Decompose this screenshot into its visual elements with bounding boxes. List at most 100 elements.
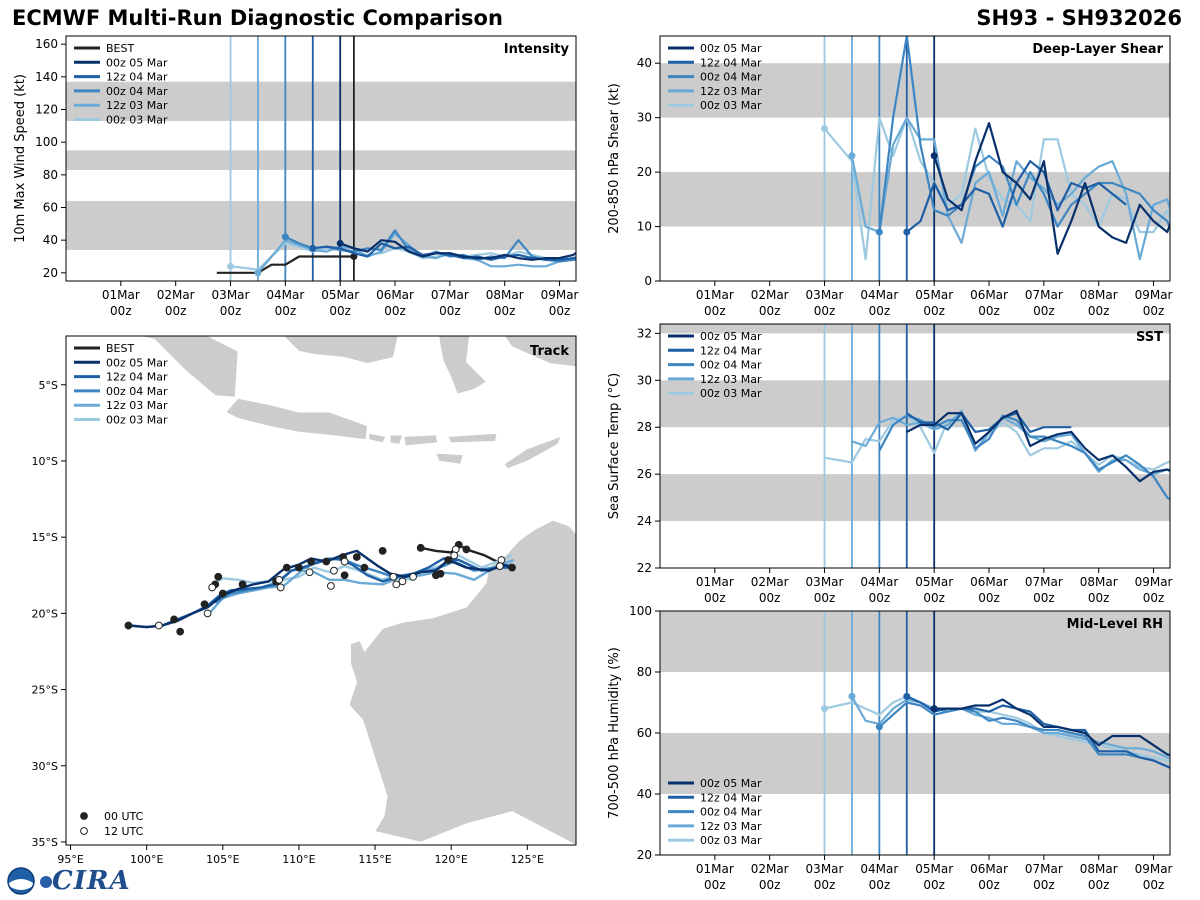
legend-label-00z-03-mar: 00z 03 Mar: [700, 99, 762, 112]
track-xtick-label-115: 115°E: [358, 853, 391, 866]
track-point-31: [389, 572, 398, 581]
intensity-xtick-sublabel-4: 00z: [275, 304, 297, 318]
intensity-ytick-label-120: 120: [35, 103, 58, 117]
rh-ytick-label-40: 40: [637, 787, 652, 801]
shear-xtick-label-7: 07Mar: [1025, 288, 1063, 302]
sst-ytick-label-22: 22: [637, 561, 652, 575]
track-point-10: [340, 571, 349, 580]
shear-xtick-sublabel-4: 00z: [869, 304, 891, 318]
rh-xtick-sublabel-7: 00z: [1033, 878, 1055, 892]
sst-band-2: [660, 324, 1170, 334]
track-title: Track: [530, 344, 569, 359]
shear-title: Deep-Layer Shear: [1032, 42, 1163, 57]
track-ytick-label--35: 35°S: [32, 836, 58, 849]
cira-logo: CIRA: [6, 866, 131, 896]
legend-label-00z-04-mar: 00z 04 Mar: [106, 85, 168, 98]
track-point-35: [326, 582, 335, 590]
shear-ytick-label-40: 40: [637, 56, 652, 70]
intensity-ytick-label-140: 140: [35, 70, 58, 84]
track-xtick-label-125: 125°E: [511, 853, 544, 866]
track-ytick-label--10: 10°S: [32, 455, 58, 468]
rh-xtick-label-1: 01Mar: [696, 862, 734, 876]
sumba-landmass: [435, 452, 464, 465]
track-ytick-label--30: 30°S: [32, 760, 58, 773]
shear-ytick-label-30: 30: [637, 111, 652, 125]
legend-label-00z-04-mar: 00z 04 Mar: [700, 71, 762, 84]
sst-xtick-sublabel-9: 00z: [1143, 591, 1165, 605]
sst-band-0: [660, 474, 1170, 522]
track-xtick-label-120: 120°E: [434, 853, 467, 866]
rh-marker-00z-05-mar: [930, 705, 938, 713]
shear-xtick-sublabel-7: 00z: [1033, 304, 1055, 318]
track-series-best: [420, 543, 513, 569]
storm-id-title: SH93 - SH932026: [976, 6, 1182, 30]
rh-xtick-sublabel-9: 00z: [1143, 878, 1165, 892]
shear-marker-00z-05-mar: [930, 152, 938, 160]
legend-label-12z-04-mar: 12z 04 Mar: [700, 791, 762, 804]
rh-ytick-label-20: 20: [637, 848, 652, 862]
sst-ytick-label-28: 28: [637, 420, 652, 434]
track-point-38: [275, 575, 284, 584]
track-point-17: [238, 580, 247, 589]
rh-series-00z-05-mar: [934, 698, 1170, 757]
track-marker-legend-1: [80, 827, 88, 835]
shear-xtick-label-4: 04Mar: [860, 288, 898, 302]
intensity-ytick-label-160: 160: [35, 37, 58, 51]
rh-xtick-sublabel-8: 00z: [1088, 878, 1110, 892]
track-point-15: [282, 563, 291, 572]
shear-ytick-label-0: 0: [644, 274, 652, 288]
sst-series-00z-04-mar: [878, 414, 1170, 501]
intensity-ytick-label-40: 40: [43, 233, 58, 247]
shear-xtick-sublabel-5: 00z: [923, 304, 945, 318]
java-landmass: [225, 398, 368, 440]
track-point-28: [495, 562, 504, 571]
intensity-marker-00z-03-mar: [227, 262, 235, 270]
sumatra-landmass: [66, 336, 239, 398]
intensity-series-00z-05-mar: [339, 239, 576, 261]
shear-xtick-sublabel-3: 00z: [814, 304, 836, 318]
shear-ytick-label-10: 10: [637, 220, 652, 234]
intensity-marker-12z-03-mar: [254, 269, 262, 277]
track-ytick-label--20: 20°S: [32, 607, 58, 620]
track-ytick-label--25: 25°S: [32, 684, 58, 697]
shear-xtick-label-3: 03Mar: [806, 288, 844, 302]
sulawesi-landmass: [438, 336, 487, 395]
sst-series-12z-03-mar: [851, 409, 1170, 476]
sst-xtick-label-4: 04Mar: [860, 575, 898, 589]
shear-xtick-label-9: 09Mar: [1135, 288, 1173, 302]
intensity-xtick-sublabel-8: 00z: [494, 304, 516, 318]
intensity-xtick-label-2: 02Mar: [157, 288, 195, 302]
rh-marker-00z-04-mar: [875, 723, 883, 731]
legend-label-12z-03-mar: 12z 03 Mar: [106, 99, 168, 112]
intensity-frame: [65, 35, 577, 282]
rh-xtick-sublabel-1: 00z: [704, 878, 726, 892]
shear-xtick-label-2: 02Mar: [751, 288, 789, 302]
sst-xtick-sublabel-6: 00z: [978, 591, 1000, 605]
rh-xtick-sublabel-4: 00z: [869, 878, 891, 892]
sst-xtick-sublabel-5: 00z: [923, 591, 945, 605]
rh-xtick-label-9: 09Mar: [1135, 862, 1173, 876]
bali-landmass: [368, 433, 387, 444]
intensity-ytick-label-20: 20: [43, 266, 58, 280]
rh-xtick-label-5: 05Mar: [915, 862, 953, 876]
track-point-34: [330, 566, 338, 575]
track-point-7: [378, 546, 387, 555]
legend-label-12z-04-mar: 12z 04 Mar: [106, 371, 168, 384]
track-frame: [65, 335, 577, 846]
track-xtick-label-95: 95°E: [57, 853, 83, 866]
sst-xtick-label-7: 07Mar: [1025, 575, 1063, 589]
sst-xtick-label-1: 01Mar: [696, 575, 734, 589]
intensity-band-2: [66, 81, 576, 121]
sst-xtick-sublabel-4: 00z: [869, 591, 891, 605]
legend-label-best: BEST: [106, 42, 134, 55]
rh-marker-00z-03-mar: [821, 705, 829, 713]
legend-label-12z-04-mar: 12z 04 Mar: [700, 56, 762, 69]
track-point-37: [276, 583, 285, 592]
shear-xtick-sublabel-9: 00z: [1143, 304, 1165, 318]
track-point-1: [462, 545, 471, 554]
rh-xtick-label-2: 02Mar: [751, 862, 789, 876]
track-point-6: [432, 571, 440, 580]
rh-xtick-label-6: 06Mar: [970, 862, 1008, 876]
track-point-32: [392, 580, 401, 589]
cira-logo-text: CIRA: [52, 866, 131, 896]
